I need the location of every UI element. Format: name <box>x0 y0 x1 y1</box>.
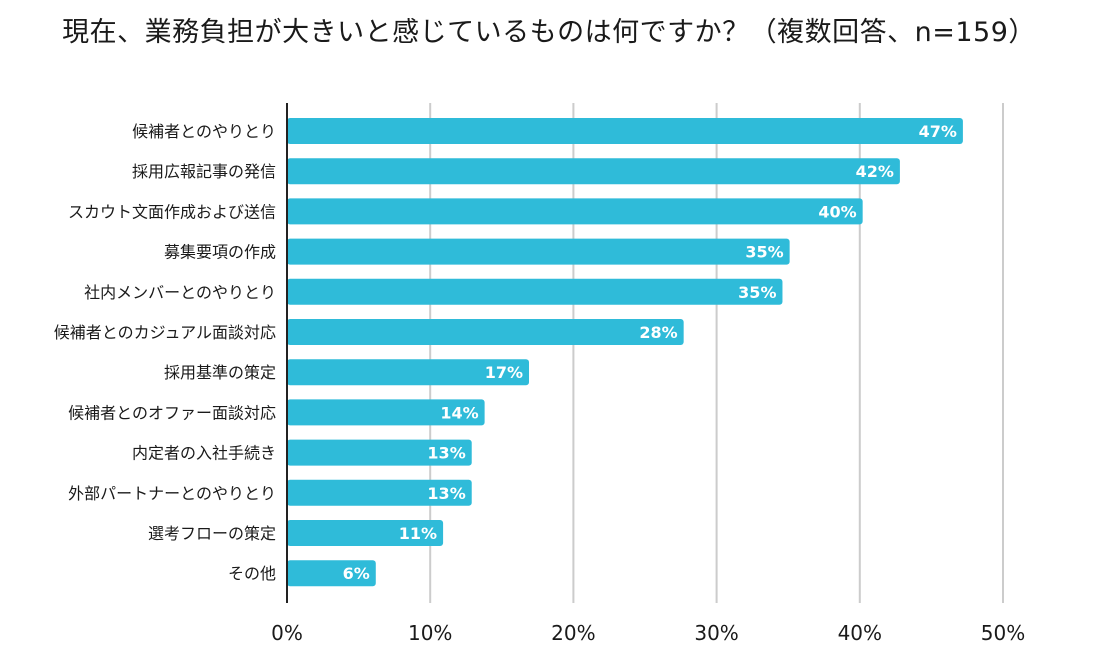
bar <box>287 198 863 225</box>
category-labels: 候補者とのやりとり採用広報記事の発信スカウト文面作成および送信募集要項の作成社内… <box>54 122 276 583</box>
bar <box>287 319 684 345</box>
bar <box>287 278 783 305</box>
bar <box>287 118 963 144</box>
bar-value-label: 35% <box>745 243 783 262</box>
bar-value-label: 6% <box>343 564 370 583</box>
bar <box>287 238 790 265</box>
chart-title: 現在、業務負担が大きいと感じているものは何ですか？（複数回答、n=159） <box>62 17 1036 48</box>
category-label: 採用広報記事の発信 <box>132 162 276 181</box>
category-label: 候補者とのカジュアル面談対応 <box>54 323 276 342</box>
bar-value-label: 13% <box>427 444 465 463</box>
category-label: 内定者の入社手続き <box>132 444 276 463</box>
category-label: 採用基準の策定 <box>164 363 276 382</box>
x-tick-label: 50% <box>981 621 1025 645</box>
x-tick-label: 40% <box>838 621 882 645</box>
bar <box>287 479 472 506</box>
bar-value-label: 40% <box>818 202 856 221</box>
bar-value-label: 13% <box>427 484 465 503</box>
category-label: 選考フローの策定 <box>148 524 276 543</box>
x-tick-label: 20% <box>551 621 595 645</box>
grid-layer <box>429 103 1004 603</box>
x-tick-label: 10% <box>408 621 452 645</box>
category-label: 外部パートナーとのやりとり <box>68 484 276 503</box>
bar <box>287 520 444 546</box>
category-label: スカウト文面作成および送信 <box>68 202 276 221</box>
bar <box>287 439 472 466</box>
bar-value-label: 11% <box>399 524 437 543</box>
category-label: 募集要項の作成 <box>164 243 276 262</box>
category-label: 候補者とのやりとり <box>132 122 276 141</box>
bar-value-label: 28% <box>639 323 677 342</box>
bar-value-label: 47% <box>919 122 957 141</box>
category-label: 社内メンバーとのやりとり <box>84 283 276 302</box>
category-label: 候補者とのオファー面談対応 <box>68 403 276 422</box>
x-tick-label: 30% <box>694 621 738 645</box>
x-tick-label: 0% <box>271 621 303 645</box>
bar <box>287 399 485 426</box>
bar-value-label: 17% <box>485 363 523 382</box>
x-axis-ticks: 0% 10% 20% 30% 40% 50% <box>271 621 1025 645</box>
bar <box>287 560 376 587</box>
category-label: その他 <box>228 564 276 583</box>
bar <box>287 359 530 386</box>
bar-layer: 47% 42% 40% 35% 35% 28% 17% 14% 13% 13% 11% 6% <box>287 118 963 587</box>
bar-value-label: 42% <box>856 162 894 181</box>
bar-value-label: 35% <box>738 283 776 302</box>
bar <box>287 158 900 185</box>
bar-value-label: 14% <box>440 403 478 422</box>
